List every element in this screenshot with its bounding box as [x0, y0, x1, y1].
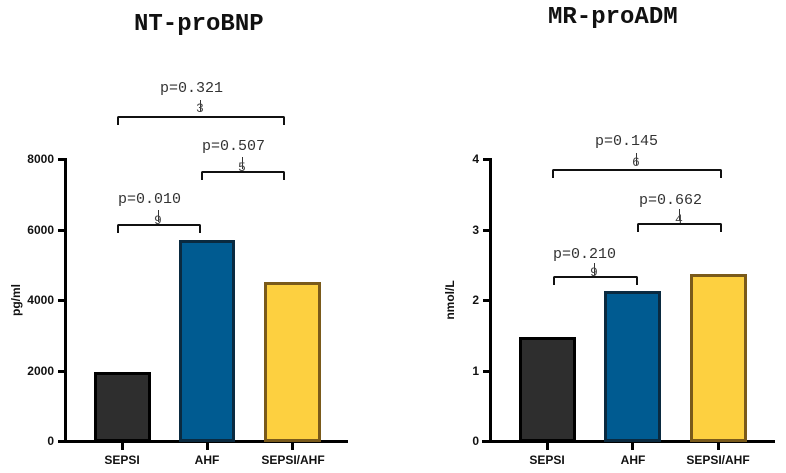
n-label: 9	[154, 213, 162, 228]
y-axis	[64, 158, 67, 443]
y-tick-label: 0	[472, 434, 479, 448]
x-tick	[291, 442, 294, 450]
p-value-label: p=0.507	[202, 138, 266, 155]
y-tick	[58, 370, 65, 373]
bar-ahf	[604, 291, 661, 442]
significance-bracket	[552, 169, 722, 178]
y-tick-label: 0	[47, 434, 54, 448]
bracket-marker	[594, 263, 595, 275]
p-value-label: p=0.321	[160, 80, 224, 97]
y-tick	[58, 440, 65, 443]
bracket-marker	[679, 209, 680, 221]
n-label: 4	[675, 212, 683, 227]
bar-sepsi-ahf	[264, 282, 321, 442]
y-tick	[483, 299, 490, 302]
y-tick	[58, 299, 65, 302]
x-tick	[631, 442, 634, 450]
y-tick	[58, 229, 65, 232]
significance-bracket	[201, 171, 285, 180]
x-tick-label: AHF	[620, 453, 646, 467]
x-tick	[717, 442, 720, 450]
chart-title: MR-proADM	[548, 4, 678, 31]
y-tick	[483, 370, 490, 373]
x-tick-label: SEPSI	[529, 453, 565, 467]
x-tick-label: AHF	[194, 453, 220, 467]
y-tick	[58, 158, 65, 161]
significance-bracket	[637, 223, 722, 232]
bar-ahf	[179, 240, 235, 442]
n-label: 3	[196, 101, 204, 116]
n-label: 9	[590, 265, 598, 280]
p-value-label: p=0.145	[595, 133, 659, 150]
bracket-marker	[158, 210, 159, 222]
bar-sepsi-ahf	[690, 274, 747, 442]
y-tick-label: 8000	[27, 152, 54, 166]
y-axis	[489, 158, 492, 443]
n-label: 6	[632, 155, 640, 170]
x-tick-label: SEPSI/AHF	[261, 453, 325, 467]
y-tick	[483, 440, 490, 443]
x-tick	[546, 442, 549, 450]
chart-mr-proadm: MR-proADM nmol/L 4 3 2 1 0 SEPSI AHF SEP…	[393, 0, 786, 473]
x-tick	[206, 442, 209, 450]
chart-title: NT-proBNP	[134, 11, 264, 38]
x-tick-label: SEPSI	[104, 453, 140, 467]
significance-bracket	[553, 276, 638, 285]
bracket-marker	[200, 100, 201, 112]
significance-bracket	[117, 224, 201, 233]
y-tick-label: 4	[472, 152, 479, 166]
y-tick-label: 3	[472, 223, 479, 237]
x-tick	[121, 442, 124, 450]
y-tick-label: 1	[472, 364, 479, 378]
bracket-marker	[242, 157, 243, 169]
y-tick-label: 2	[472, 293, 479, 307]
bar-sepsi	[519, 337, 576, 442]
p-value-label: p=0.010	[118, 191, 182, 208]
n-label: 5	[238, 160, 246, 175]
x-tick-label: SEPSI/AHF	[686, 453, 750, 467]
y-tick-label: 2000	[27, 364, 54, 378]
bar-sepsi	[94, 372, 151, 442]
bracket-marker	[636, 153, 637, 165]
p-value-label: p=0.662	[639, 192, 703, 209]
y-tick	[483, 158, 490, 161]
y-tick-label: 4000	[27, 293, 54, 307]
y-tick-label: 6000	[27, 223, 54, 237]
chart-nt-probnp: NT-proBNP pg/ml 8000 6000 4000 2000 0 SE…	[9, 11, 348, 467]
significance-bracket	[117, 116, 285, 125]
p-value-label: p=0.210	[553, 246, 617, 263]
y-tick	[483, 229, 490, 232]
